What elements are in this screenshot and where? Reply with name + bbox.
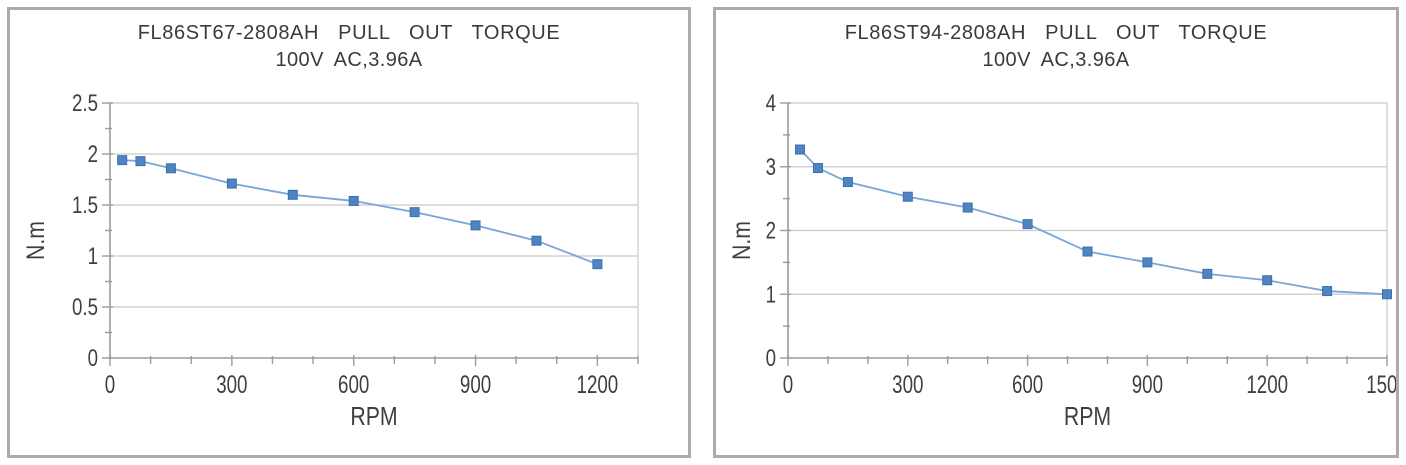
data-point-marker <box>962 202 973 213</box>
series-line <box>122 159 598 265</box>
chart-title: FL86ST67-2808AH PULL OUT TORQUE <box>137 22 561 44</box>
data-point-marker <box>1382 289 1392 300</box>
y-tick-label: 2 <box>766 217 776 244</box>
data-point-marker <box>470 220 481 231</box>
y-axis-title-text: N.m <box>727 221 755 260</box>
tick-labels: 0 1 2 3 4 0 300 600 900 1200 1500 <box>766 90 1396 399</box>
data-point-marker <box>1202 268 1213 279</box>
axis-titles: RPM N.m <box>727 221 1111 432</box>
series-markers <box>794 144 1392 300</box>
data-point-marker <box>842 177 853 188</box>
series-markers <box>117 155 603 270</box>
chart-panel-fl86st67: FL86ST67-2808AH PULL OUT TORQUE 100V AC,… <box>7 7 691 458</box>
x-tick-label: 1200 <box>577 370 619 398</box>
series-line <box>799 148 1388 296</box>
y-tick-label: 1 <box>88 243 98 270</box>
y-tick-label: 0.5 <box>72 294 98 321</box>
x-tick-label: 300 <box>216 370 247 398</box>
x-tick-label: 900 <box>460 370 491 398</box>
y-tick-label: 1 <box>766 281 776 308</box>
data-point-marker <box>812 163 823 174</box>
gridlines <box>110 102 639 358</box>
line-chart: 0 0.5 1 1.5 2 2.5 0 300 600 900 1200 RPM N.m <box>10 10 688 455</box>
data-point-marker <box>226 178 237 189</box>
x-axis-title: RPM <box>1064 402 1111 432</box>
data-point-marker <box>287 189 298 200</box>
y-tick-label: 3 <box>766 154 776 181</box>
chart-canvas: 0 0.5 1 1.5 2 2.5 0 300 600 900 1200 RPM N.m <box>21 90 639 432</box>
x-axis-title: RPM <box>350 402 397 432</box>
x-tick-label: 300 <box>892 370 923 398</box>
y-tick-label: 4 <box>766 90 776 117</box>
chart-panel-fl86st94: FL86ST94-2808AH PULL OUT TORQUE 100V AC,… <box>713 7 1399 458</box>
data-point-marker <box>117 155 128 166</box>
axes <box>109 103 638 359</box>
data-point-marker <box>1142 257 1153 268</box>
data-point-marker <box>348 195 359 206</box>
y-tick-label: 2.5 <box>72 90 98 117</box>
y-axis-title: N.m <box>727 221 755 260</box>
x-tick-label: 0 <box>105 370 115 398</box>
line-chart: 0 1 2 3 4 0 300 600 900 1200 1500 RPM N.m <box>716 10 1396 455</box>
y-tick-label: 1.5 <box>72 192 98 219</box>
tick-labels: 0 0.5 1 1.5 2 2.5 0 300 600 900 1200 <box>72 90 618 399</box>
data-point-marker <box>531 235 542 246</box>
data-point-marker <box>135 156 146 167</box>
y-tick-label: 0 <box>766 345 776 372</box>
tick-marks <box>102 102 639 366</box>
data-point-marker <box>592 259 603 270</box>
x-tick-label: 1200 <box>1246 370 1288 398</box>
data-point-marker <box>409 207 420 218</box>
axis-titles: RPM N.m <box>21 221 397 432</box>
y-axis-title-text: N.m <box>21 221 49 260</box>
chart-title: FL86ST94-2808AH PULL OUT TORQUE <box>844 22 1268 44</box>
data-point-marker <box>1022 219 1033 230</box>
data-point-marker <box>165 163 176 174</box>
x-tick-label: 600 <box>1012 370 1043 398</box>
data-point-marker <box>794 144 805 155</box>
data-point-marker <box>1322 286 1333 297</box>
chart-subtitle: 100V AC,3.96A <box>982 49 1130 71</box>
chart-subtitle: 100V AC,3.96A <box>275 49 423 71</box>
y-tick-label: 0 <box>88 345 98 372</box>
data-point-marker <box>902 191 913 202</box>
gridlines <box>788 102 1388 358</box>
tick-marks <box>780 102 1388 366</box>
x-tick-label: 0 <box>783 370 793 398</box>
y-axis-title: N.m <box>21 221 49 260</box>
y-tick-label: 2 <box>88 141 98 168</box>
data-point-marker <box>1262 275 1273 286</box>
chart-canvas: 0 1 2 3 4 0 300 600 900 1200 1500 RPM N.m <box>727 90 1396 432</box>
x-tick-label: 1500 <box>1366 370 1396 398</box>
x-tick-label: 900 <box>1132 370 1163 398</box>
x-tick-label: 600 <box>338 370 369 398</box>
data-point-marker <box>1082 246 1093 257</box>
